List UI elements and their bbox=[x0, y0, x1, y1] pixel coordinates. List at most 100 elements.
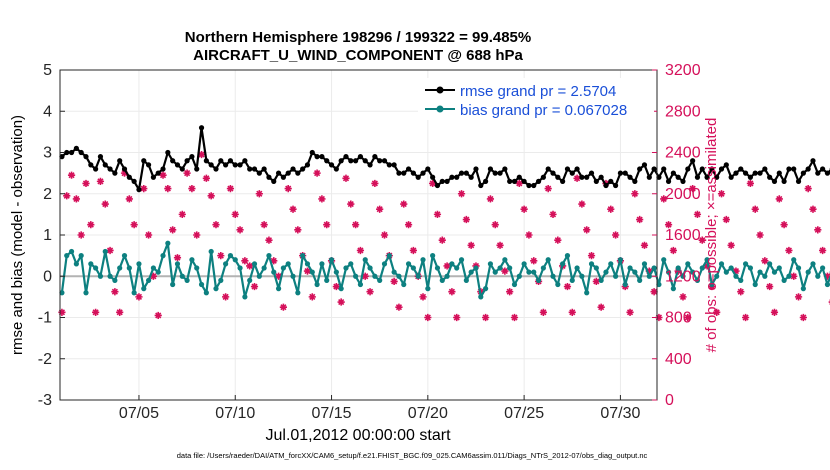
rmse-point bbox=[478, 182, 484, 189]
obs-count-point bbox=[125, 195, 133, 203]
rmse-point bbox=[800, 170, 806, 176]
rmse-point bbox=[584, 174, 590, 180]
bias-point bbox=[690, 269, 696, 275]
obs-count-point bbox=[462, 215, 470, 224]
obs-count-point bbox=[419, 293, 427, 301]
bias-point bbox=[328, 257, 335, 263]
right-tick-label: 2400 bbox=[665, 145, 701, 162]
rmse-point bbox=[295, 170, 301, 176]
rmse-point bbox=[59, 154, 65, 160]
rmse-point bbox=[757, 170, 763, 176]
rmse-point bbox=[516, 174, 522, 180]
rmse-point bbox=[820, 166, 826, 172]
rmse-point bbox=[232, 162, 238, 168]
bias-point bbox=[179, 273, 185, 279]
rmse-point bbox=[680, 178, 686, 184]
rmse-point bbox=[242, 158, 248, 164]
bias-point bbox=[511, 281, 518, 288]
bias-point bbox=[213, 286, 219, 292]
bias-point bbox=[425, 286, 431, 292]
bias-point bbox=[362, 257, 368, 263]
obs-count-point bbox=[520, 205, 528, 213]
rmse-point bbox=[145, 162, 152, 168]
obs-count-point bbox=[698, 236, 706, 244]
rmse-point bbox=[174, 162, 181, 168]
obs-count-point bbox=[231, 210, 239, 218]
obs-count-point bbox=[611, 231, 620, 239]
bias-point bbox=[733, 273, 739, 279]
rmse-point bbox=[685, 166, 691, 172]
obs-count-point bbox=[250, 282, 259, 291]
rmse-point bbox=[396, 170, 402, 176]
legend-bias-label: bias grand pr = 0.067028 bbox=[460, 102, 627, 119]
obs-count-point bbox=[308, 293, 316, 301]
left-tick-label: 2 bbox=[43, 186, 52, 203]
bias-point bbox=[685, 261, 691, 267]
rmse-point bbox=[256, 170, 262, 176]
rmse-point bbox=[107, 166, 113, 172]
obs-count-point bbox=[746, 179, 755, 188]
rmse-point bbox=[377, 158, 383, 164]
rmse-point bbox=[353, 158, 359, 164]
left-tick-label: 0 bbox=[43, 268, 52, 285]
left-tick-label: -2 bbox=[38, 351, 52, 368]
rmse-point bbox=[386, 162, 392, 168]
bias-point bbox=[83, 290, 89, 296]
rmse-point bbox=[251, 166, 258, 172]
obs-count-point bbox=[689, 184, 697, 193]
bias-point bbox=[584, 290, 590, 296]
rmse-point bbox=[661, 166, 667, 172]
bias-point bbox=[218, 277, 224, 283]
bias-point bbox=[415, 273, 421, 279]
x-axis-ticks: 07/05 07/10 07/15 07/20 07/25 07/30 bbox=[119, 395, 641, 422]
obs-count-point bbox=[77, 231, 85, 239]
bias-point bbox=[410, 265, 416, 271]
bias-point bbox=[401, 281, 407, 288]
rmse-point bbox=[771, 178, 778, 184]
obs-count-point bbox=[799, 313, 807, 322]
obs-count-point bbox=[823, 272, 830, 280]
obs-count-point bbox=[770, 308, 779, 316]
rmse-point bbox=[179, 166, 185, 172]
bias-point bbox=[569, 277, 575, 283]
bias-series bbox=[59, 240, 830, 300]
obs-count-point bbox=[222, 293, 230, 301]
right-tick-label: 2800 bbox=[665, 103, 701, 120]
rmse-point bbox=[560, 178, 566, 184]
rmse-point bbox=[304, 162, 311, 168]
rmse-point bbox=[64, 149, 70, 156]
obs-count-point bbox=[607, 205, 615, 213]
bias-point bbox=[487, 261, 494, 267]
obs-count-point bbox=[101, 200, 109, 208]
obs-count-point bbox=[284, 184, 292, 193]
bias-point bbox=[444, 273, 450, 279]
obs-count-point bbox=[549, 210, 557, 218]
bias-point bbox=[64, 253, 70, 259]
obs-count-point bbox=[650, 288, 658, 296]
left-tick-label: -1 bbox=[38, 310, 52, 327]
obs-count-point bbox=[255, 190, 263, 198]
bias-point bbox=[117, 265, 123, 271]
obs-count-point bbox=[684, 313, 692, 322]
bias-point bbox=[458, 257, 465, 263]
rmse-point bbox=[564, 166, 571, 172]
rmse-point bbox=[670, 170, 676, 176]
bias-point bbox=[449, 261, 455, 267]
rmse-point bbox=[473, 166, 479, 172]
bias-point bbox=[805, 269, 811, 275]
rmse-point bbox=[545, 166, 551, 172]
obs-count-point bbox=[260, 221, 268, 229]
rmse-point bbox=[415, 174, 421, 180]
bias-point bbox=[641, 261, 648, 267]
obs-count-point bbox=[664, 221, 673, 229]
rmse-point bbox=[617, 170, 624, 176]
rmse-point bbox=[709, 166, 715, 172]
obs-count-point bbox=[645, 267, 653, 275]
obs-count-point bbox=[467, 241, 475, 249]
bias-point bbox=[545, 257, 551, 263]
obs-count-point bbox=[457, 190, 466, 198]
rmse-point bbox=[714, 174, 720, 180]
bias-point bbox=[675, 265, 681, 271]
rmse-point bbox=[290, 166, 296, 172]
obs-count-point bbox=[443, 262, 451, 270]
